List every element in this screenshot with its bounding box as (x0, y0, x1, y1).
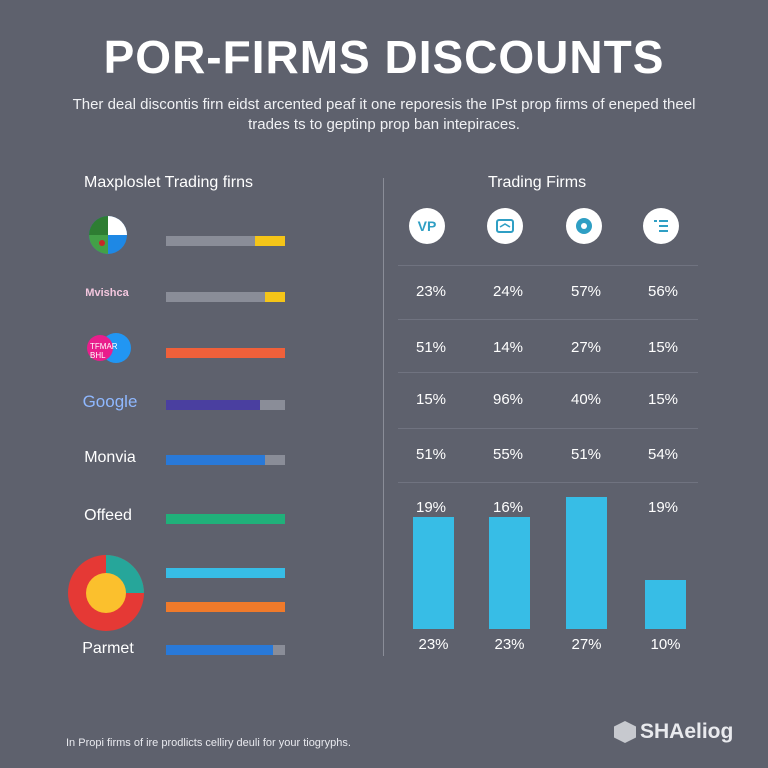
firm-bar-accent (255, 236, 285, 246)
firm-bar (166, 602, 285, 612)
gear-icon[interactable] (566, 208, 602, 244)
table-cell: 40% (570, 391, 602, 408)
firm-bar-fill (166, 236, 256, 246)
bubble-logo-icon: TFMAR BHL (86, 332, 132, 364)
firm-bar (166, 292, 285, 302)
monvia-logo: Monvia (84, 449, 136, 466)
google-logo-text: Google (82, 392, 138, 411)
brand-mark-icon (614, 721, 636, 743)
table-cell: 19% (415, 499, 447, 516)
firm-bar-accent (264, 292, 285, 302)
firm-bar (166, 400, 285, 410)
chart-bar-label: 27% (571, 636, 602, 653)
pie-logo-icon (88, 215, 128, 255)
table-cell: 15% (647, 339, 679, 356)
page-subtitle: Ther deal discontis firn eidst arcented … (72, 96, 696, 133)
table-cell: 19% (647, 499, 679, 516)
chart-bar (489, 516, 530, 629)
table-cell: 15% (647, 391, 679, 408)
firm-bar-fill (166, 645, 274, 655)
table-cell: 51% (570, 446, 602, 463)
table-cell: 51% (415, 446, 447, 463)
page-title: POR-FIRMS DISCOUNTS (103, 31, 665, 83)
chart-bar (566, 497, 607, 629)
firm-bar (166, 645, 285, 655)
firm-bar-fill (166, 292, 265, 302)
mvishca-logo-icon: Mvishca (85, 283, 129, 303)
chart-bar (413, 516, 454, 629)
table-gridline (398, 428, 698, 429)
table-cell: 15% (415, 391, 447, 408)
chart-bar-label: 23% (418, 636, 449, 653)
firm-bar-fill (166, 348, 285, 358)
table-cell: 24% (492, 283, 524, 300)
chart-bar (645, 580, 686, 629)
table-cell: 23% (415, 283, 447, 300)
firm-bar (166, 236, 285, 246)
firm-bar (166, 568, 285, 578)
right-panel-heading: Trading Firms (488, 174, 587, 191)
vp-icon-label: VP (417, 218, 437, 234)
table-cell: 27% (570, 339, 602, 356)
card-icon[interactable] (487, 208, 523, 244)
firm-bar (166, 348, 285, 358)
brand-name: SHAeliog (640, 720, 734, 743)
firm-bar-fill (166, 602, 285, 612)
table-gridline (398, 372, 698, 373)
bubble-logo-text: TFMAR BHL (90, 342, 118, 360)
table-cell: 51% (415, 339, 447, 356)
left-panel-heading: Maxploslet Trading firns (84, 174, 253, 191)
firm-bar-fill (166, 400, 260, 410)
table-gridline (398, 319, 698, 320)
table-cell: 55% (492, 446, 524, 463)
google-logo-icon: Google (82, 390, 138, 414)
firm-bar (166, 514, 285, 524)
donut-logo-icon (66, 553, 146, 633)
brand-logo: SHAeliog (614, 720, 733, 744)
table-gridline (398, 482, 698, 483)
firm-bar-fill (166, 455, 265, 465)
firm-bar (166, 455, 285, 465)
firm-bar-fill (166, 514, 285, 524)
vp-icon[interactable]: VP (409, 208, 445, 244)
chart-bar-label: 23% (494, 636, 525, 653)
table-cell: 54% (647, 446, 679, 463)
table-cell: 16% (492, 499, 524, 516)
table-gridline (398, 265, 698, 266)
list-icon[interactable] (643, 208, 679, 244)
table-cell: 57% (570, 283, 602, 300)
table-cell: 56% (647, 283, 679, 300)
chart-bar-label: 10% (650, 636, 681, 653)
mvishca-logo-text: Mvishca (85, 287, 129, 299)
parmet-logo: Parmet (82, 640, 134, 657)
table-cell: 96% (492, 391, 524, 408)
panel-divider (383, 178, 384, 656)
firm-bar-fill (166, 568, 285, 578)
offeed-logo: Offeed (84, 507, 132, 524)
footer-note: In Propi firms of ire prodlicts celliry … (66, 737, 351, 749)
table-cell: 14% (492, 339, 524, 356)
